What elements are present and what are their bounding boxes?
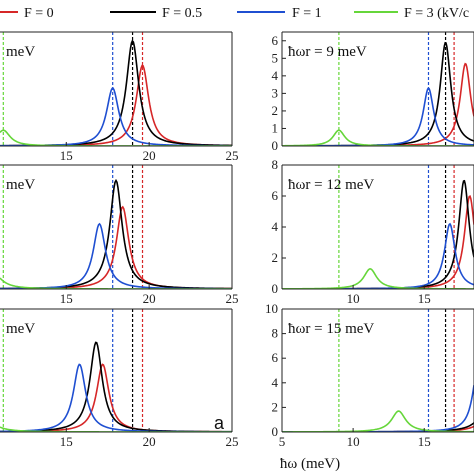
panel-label: meV [6, 177, 35, 193]
y-tick-label: 8 [272, 326, 279, 341]
y-tick-label: 10 [265, 301, 278, 316]
y-tick-label: 2 [272, 399, 279, 414]
y-tick-label: 8 [272, 157, 279, 172]
legend-label-f0: F = 0 [24, 6, 54, 21]
panel-label: ħωr = 9 meV [288, 44, 367, 60]
panel-label: meV [6, 44, 35, 60]
y-tick-label: 2 [272, 103, 279, 118]
x-tick-label: 15 [60, 148, 73, 163]
legend-label-f1: F = 1 [292, 6, 322, 21]
x-tick-label: 25 [226, 148, 239, 163]
x-tick-label: 25 [226, 434, 239, 449]
y-tick-label: 0 [272, 138, 279, 153]
x-tick-label: 20 [143, 291, 156, 306]
y-tick-label: 6 [272, 188, 279, 203]
x-axis-title: ħω (meV) [280, 456, 340, 472]
x-tick-label: 15 [60, 291, 73, 306]
panel-label: ħωr = 15 meV [288, 321, 374, 337]
y-tick-label: 0 [272, 424, 279, 439]
y-tick-label: 6 [272, 350, 279, 365]
y-tick-label: 3 [272, 85, 279, 100]
legend-label-f05: F = 0.5 [162, 6, 202, 21]
x-tick-label: 15 [60, 434, 73, 449]
panel-label: meV [6, 321, 35, 337]
y-tick-label: 4 [272, 375, 279, 390]
x-tick-label: 10 [347, 434, 360, 449]
y-tick-label: 2 [272, 250, 279, 265]
y-tick-label: 5 [272, 50, 279, 65]
y-tick-label: 1 [272, 120, 279, 135]
y-tick-label: 4 [272, 68, 279, 83]
panel-letter: a [214, 413, 225, 433]
x-tick-label: 15 [418, 434, 431, 449]
x-tick-label: 15 [418, 291, 431, 306]
legend: F = 0 F = 0.5 F = 1 F = 3 (kV/c [0, 6, 469, 21]
y-tick-label: 4 [272, 219, 279, 234]
x-tick-label: 10 [347, 291, 360, 306]
legend-label-f3: F = 3 (kV/c [404, 6, 469, 21]
x-tick-label: 25 [226, 291, 239, 306]
y-tick-label: 6 [272, 33, 279, 48]
x-tick-label: 20 [143, 148, 156, 163]
x-tick-label: 5 [279, 434, 286, 449]
x-tick-label: 20 [143, 434, 156, 449]
y-tick-label: 0 [272, 281, 279, 296]
panel-label: ħωr = 12 meV [288, 177, 374, 193]
